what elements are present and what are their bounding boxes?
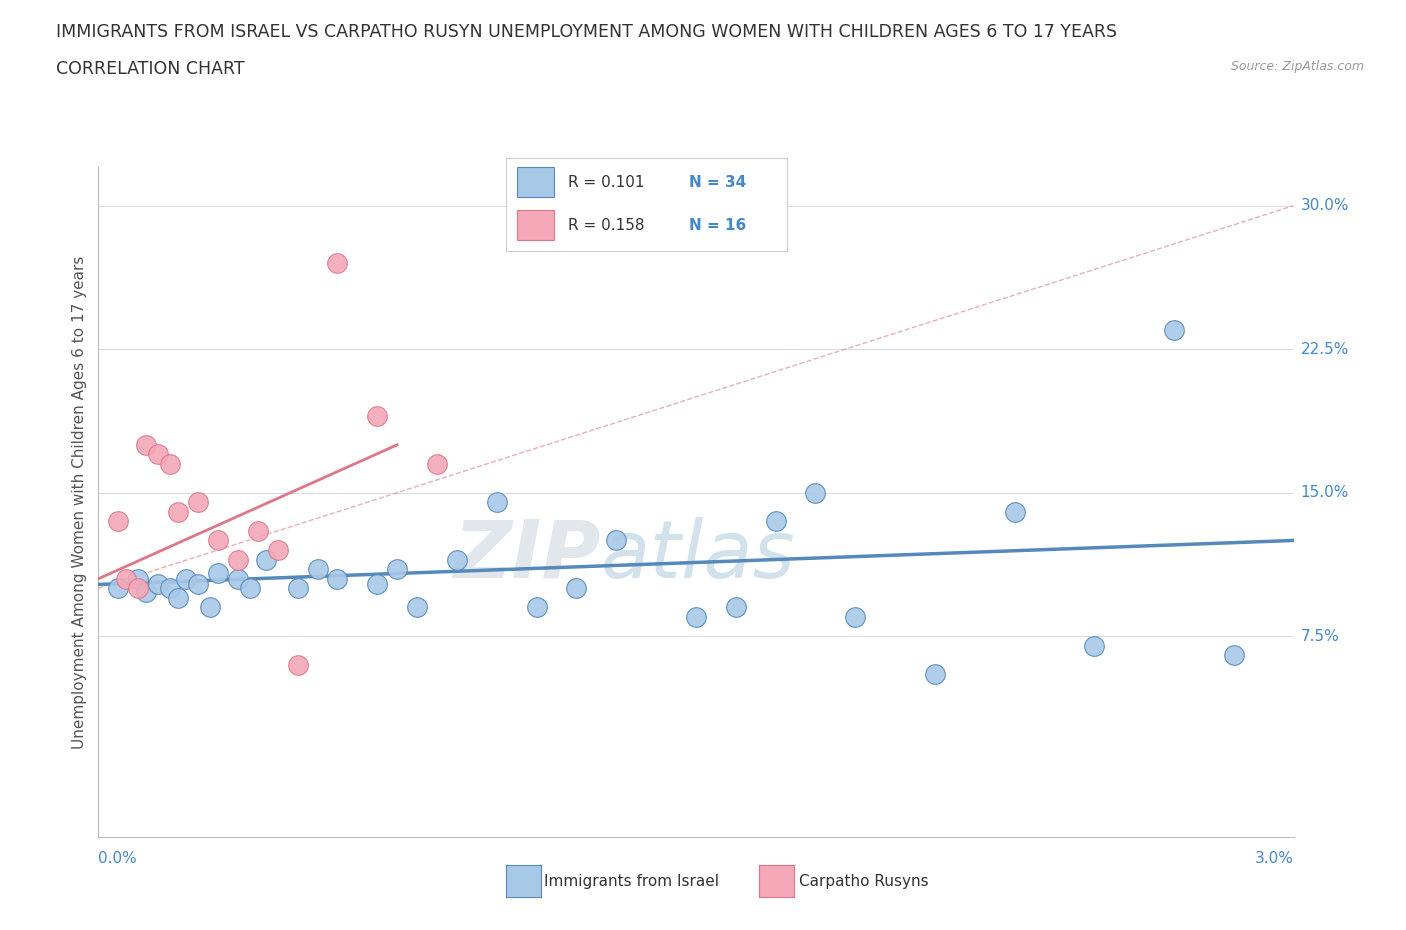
Point [426,457,449,472]
Point [765,514,787,529]
Point [107,514,129,529]
Point [1083,638,1105,653]
Point [366,577,388,591]
Point [565,581,588,596]
Point [174,571,197,586]
Point [924,667,946,682]
Text: Immigrants from Israel: Immigrants from Israel [544,874,718,889]
Point [167,591,190,605]
Point [385,562,409,577]
FancyBboxPatch shape [517,167,554,197]
Text: 22.5%: 22.5% [1301,341,1348,356]
Text: 0.0%: 0.0% [98,851,138,866]
FancyBboxPatch shape [517,210,554,240]
Point [226,571,249,586]
Point [207,565,229,580]
Point [526,600,548,615]
Point [127,571,149,586]
Text: IMMIGRANTS FROM ISRAEL VS CARPATHO RUSYN UNEMPLOYMENT AMONG WOMEN WITH CHILDREN : IMMIGRANTS FROM ISRAEL VS CARPATHO RUSYN… [56,23,1118,41]
Point [804,485,827,500]
Point [135,437,157,452]
Point [724,600,747,615]
Point [148,447,170,462]
Point [198,600,221,615]
Point [605,533,627,548]
Point [239,581,262,596]
Point [187,495,209,510]
Text: N = 34: N = 34 [689,175,747,190]
Text: R = 0.101: R = 0.101 [568,175,644,190]
Point [326,256,349,271]
Point [207,533,229,548]
Text: 15.0%: 15.0% [1301,485,1348,500]
Point [127,581,149,596]
Y-axis label: Unemployment Among Women with Children Ages 6 to 17 years: Unemployment Among Women with Children A… [72,256,87,749]
Point [1222,648,1246,663]
Point [485,495,508,510]
Text: 30.0%: 30.0% [1301,198,1348,213]
Point [107,581,129,596]
Point [1163,323,1185,338]
Point [148,577,170,591]
Text: Carpatho Rusyns: Carpatho Rusyns [799,874,928,889]
Text: N = 16: N = 16 [689,218,747,232]
Text: Source: ZipAtlas.com: Source: ZipAtlas.com [1230,60,1364,73]
Point [1004,504,1026,519]
Point [159,457,181,472]
Point [115,571,138,586]
Point [685,609,707,624]
Point [446,552,468,567]
Text: ZIP: ZIP [453,517,600,595]
Text: R = 0.158: R = 0.158 [568,218,644,232]
Point [254,552,277,567]
Point [287,658,309,672]
Point [366,408,388,423]
Point [307,562,329,577]
Text: 3.0%: 3.0% [1254,851,1294,866]
Point [246,524,269,538]
Point [406,600,429,615]
Point [159,581,181,596]
Point [267,542,290,557]
Point [187,577,209,591]
Point [326,571,349,586]
Point [844,609,866,624]
Point [287,581,309,596]
Point [226,552,249,567]
Text: 7.5%: 7.5% [1301,629,1340,644]
Text: atlas: atlas [600,517,796,595]
Point [135,585,157,600]
Point [167,504,190,519]
Text: CORRELATION CHART: CORRELATION CHART [56,60,245,78]
